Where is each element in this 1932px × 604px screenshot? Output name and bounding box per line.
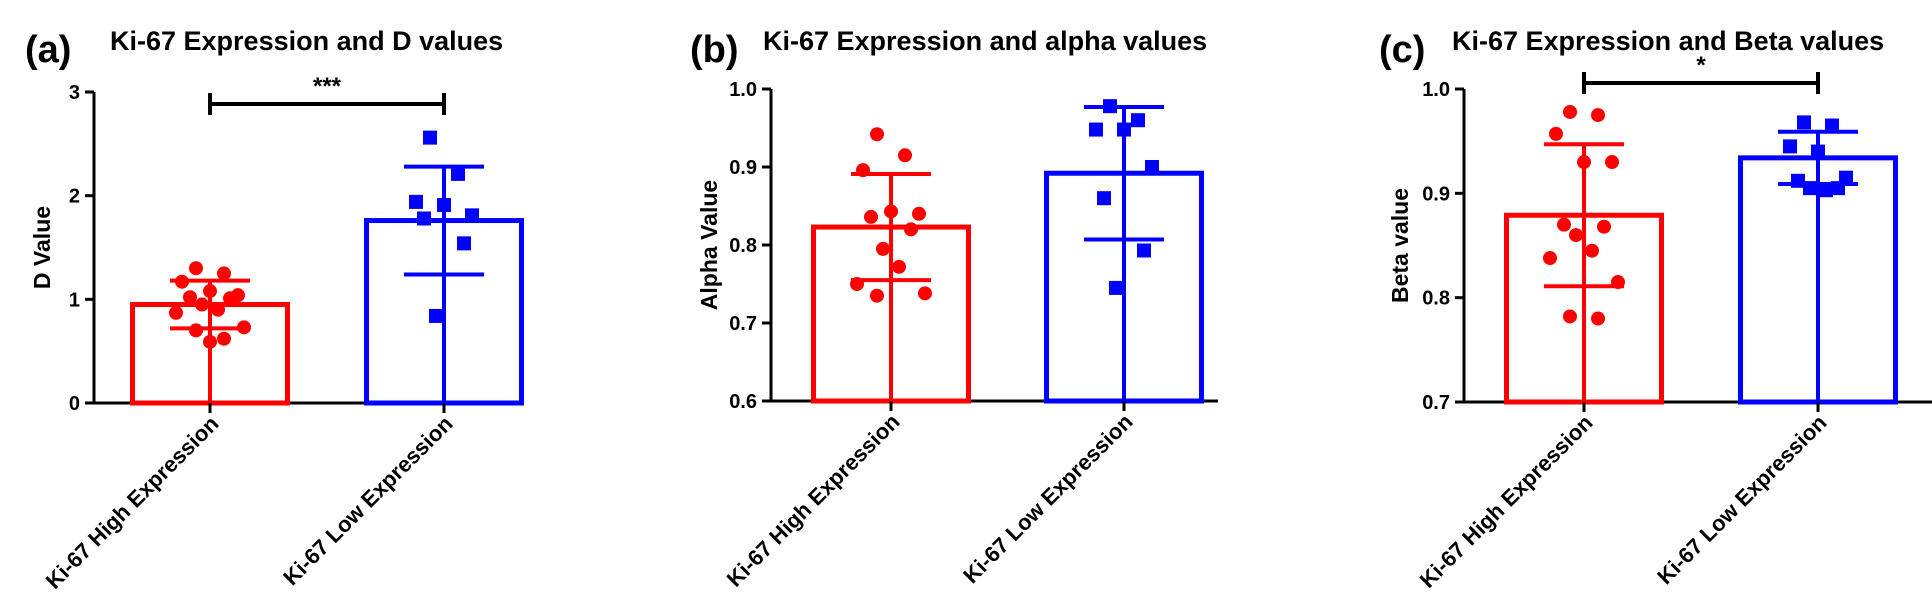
data-point-low <box>1783 139 1797 154</box>
data-point-low <box>1791 173 1805 188</box>
y-tick-label: 0.8 <box>729 235 757 257</box>
data-point-high <box>1577 155 1591 170</box>
data-point-low <box>1831 181 1845 196</box>
y-tick-label: 0.7 <box>1422 392 1450 414</box>
chart-title: Ki-67 Expression and alpha values <box>763 26 1207 56</box>
data-point-low <box>417 211 431 226</box>
data-point-low <box>1109 280 1123 295</box>
y-tick-label: 3 <box>69 82 80 104</box>
x-category-label: Ki-67 Low Expression <box>278 411 457 590</box>
x-category-label: Ki-67 Low Expression <box>1652 410 1831 589</box>
data-point-low <box>1137 243 1151 258</box>
data-point-high <box>904 222 918 237</box>
data-point-low <box>423 130 437 145</box>
data-point-high <box>1563 104 1577 119</box>
y-tick-label: 1.0 <box>729 79 757 101</box>
data-point-high <box>183 290 197 305</box>
data-point-high <box>237 320 251 335</box>
y-axis-title: Alpha Value <box>696 180 722 310</box>
y-tick-label: 1.0 <box>1422 79 1450 101</box>
data-point-low <box>429 308 443 323</box>
data-point-high <box>1563 309 1577 324</box>
data-point-low <box>1103 99 1117 114</box>
data-point-high <box>1557 217 1571 232</box>
y-tick-label: 1 <box>69 289 80 311</box>
chart-panel-c: (c) Ki-67 Expression and Beta values 0.7 0.… <box>1379 26 1932 593</box>
data-point-low <box>1825 118 1839 133</box>
panel-label: (a) <box>25 29 71 71</box>
data-point-high <box>912 206 926 221</box>
data-point-low <box>1811 144 1825 159</box>
chart-title: Ki-67 Expression and Beta values <box>1452 26 1884 56</box>
data-point-low <box>465 208 479 223</box>
data-point-high <box>1585 243 1599 258</box>
y-axis-title: D Value <box>29 206 55 289</box>
data-point-high <box>884 204 898 219</box>
data-point-low <box>451 166 465 181</box>
data-point-low <box>1819 183 1833 198</box>
x-category-label: Ki-67 High Expression <box>722 409 905 592</box>
y-tick-label: 0.8 <box>1422 288 1450 310</box>
data-point-high <box>876 241 890 256</box>
data-point-high <box>217 331 231 346</box>
x-category-label: Ki-67 Low Expression <box>958 409 1137 588</box>
data-point-high <box>169 305 183 320</box>
chart-panel-a: (a) Ki-67 Expression and D values 0 1 2 3 D Va… <box>25 26 524 594</box>
data-point-high <box>918 286 932 301</box>
data-point-high <box>189 323 203 338</box>
data-point-high <box>203 284 217 299</box>
data-point-high <box>203 334 217 349</box>
data-point-low <box>1131 113 1145 128</box>
data-point-low <box>1097 191 1111 206</box>
data-point-high <box>892 259 906 274</box>
data-point-low <box>1117 122 1131 137</box>
data-point-high <box>175 274 189 289</box>
y-axis-title: Beta value <box>1387 188 1413 303</box>
significance-marker: *** <box>313 73 342 100</box>
data-point-low <box>457 236 471 251</box>
data-point-high <box>870 288 884 303</box>
y-tick-label: 0 <box>69 393 80 415</box>
data-point-low <box>1797 115 1811 130</box>
data-point-low <box>1089 122 1103 137</box>
data-point-high <box>856 163 870 178</box>
data-point-low <box>437 197 451 212</box>
x-category-label: Ki-67 High Expression <box>1415 410 1598 593</box>
data-point-high <box>1591 311 1605 326</box>
panel-label: (c) <box>1379 29 1425 71</box>
y-tick-label: 0.6 <box>729 391 757 413</box>
data-point-high <box>1611 275 1625 290</box>
data-point-high <box>223 291 237 306</box>
x-category-label: Ki-67 High Expression <box>41 411 224 594</box>
data-point-high <box>870 127 884 142</box>
chart-title: Ki-67 Expression and D values <box>110 26 503 56</box>
data-point-high <box>1605 155 1619 170</box>
data-point-high <box>850 277 864 291</box>
data-point-low <box>409 194 423 209</box>
y-tick-label: 0.9 <box>729 157 757 179</box>
chart-panel-b: (b) Ki-67 Expression and alpha values 0.6 0… <box>690 26 1218 592</box>
y-tick-label: 0.7 <box>729 313 757 335</box>
data-point-high <box>1543 251 1557 266</box>
data-point-low <box>1803 181 1817 196</box>
y-tick-label: 2 <box>69 186 80 208</box>
data-point-high <box>898 148 912 163</box>
data-point-low <box>1145 160 1159 174</box>
significance-marker: * <box>1696 52 1706 79</box>
data-point-high <box>211 302 225 317</box>
data-point-high <box>1597 219 1611 234</box>
data-point-high <box>1549 126 1563 141</box>
data-point-high <box>864 209 878 224</box>
data-point-high <box>195 297 209 312</box>
data-point-high <box>189 261 203 276</box>
data-point-high <box>1569 228 1583 243</box>
data-point-high <box>217 266 231 281</box>
data-point-high <box>1591 108 1605 123</box>
y-tick-label: 0.9 <box>1422 183 1450 205</box>
panel-label: (b) <box>690 29 739 71</box>
